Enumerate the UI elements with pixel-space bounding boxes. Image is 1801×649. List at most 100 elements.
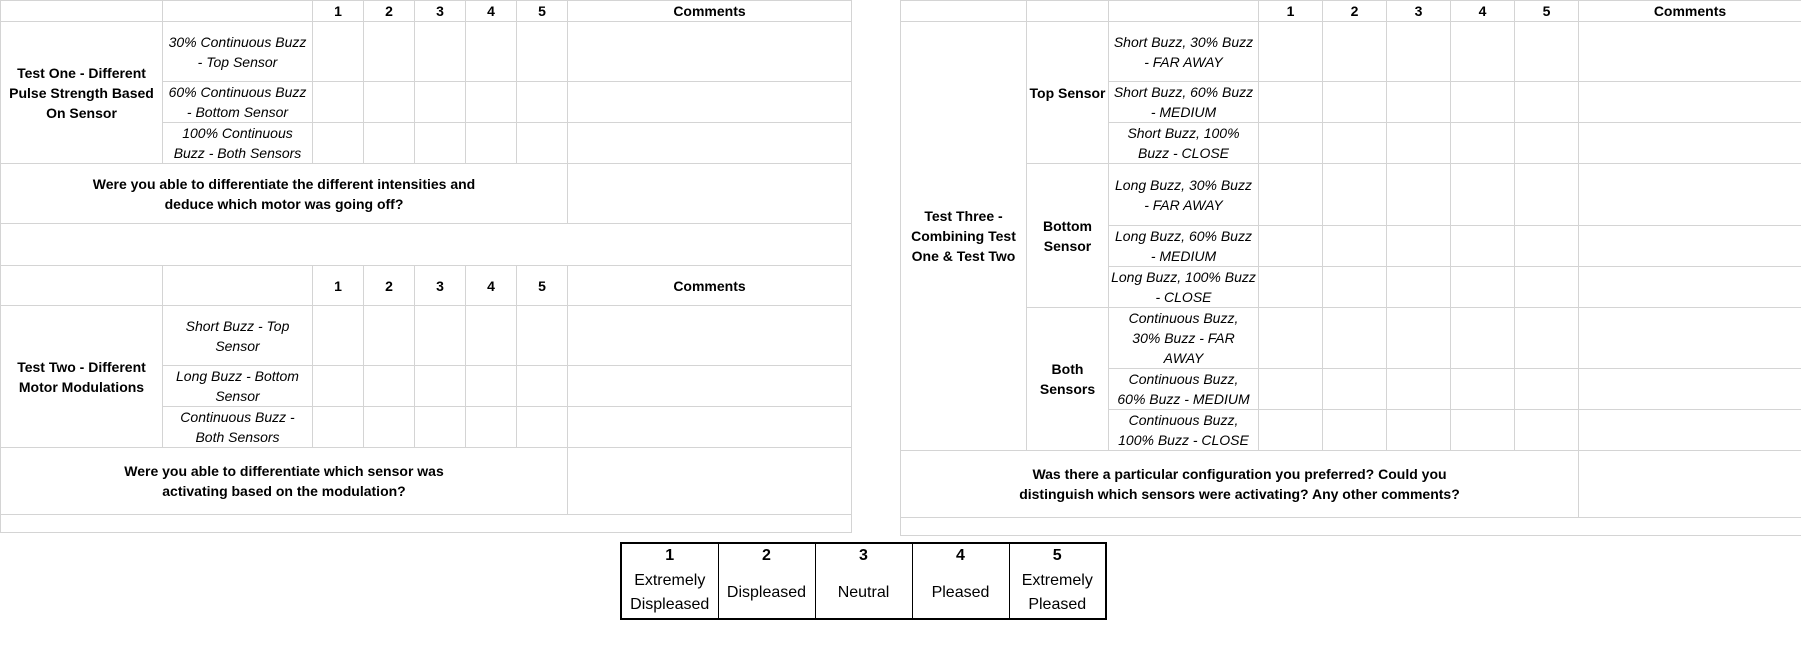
comment-cell[interactable] — [567, 305, 852, 366]
rating-cell[interactable] — [1322, 307, 1387, 369]
rating-cell[interactable] — [1386, 307, 1451, 369]
rating-col-5: 5 — [1514, 0, 1579, 22]
rating-cell[interactable] — [465, 305, 517, 366]
rating-cell[interactable] — [1514, 81, 1579, 123]
rating-cell[interactable] — [363, 81, 415, 123]
rating-cell[interactable] — [1386, 368, 1451, 410]
rating-cell[interactable] — [1386, 21, 1451, 82]
comment-cell[interactable] — [1578, 122, 1801, 164]
rating-cell[interactable] — [1514, 225, 1579, 267]
comment-cell[interactable] — [567, 122, 852, 164]
rating-cell[interactable] — [465, 21, 517, 82]
rating-cell[interactable] — [516, 365, 568, 407]
rating-cell[interactable] — [1258, 81, 1323, 123]
rating-cell[interactable] — [1450, 225, 1515, 267]
rating-cell[interactable] — [1258, 409, 1323, 451]
rating-cell[interactable] — [1386, 163, 1451, 226]
rating-cell[interactable] — [465, 81, 517, 123]
rating-cell[interactable] — [1386, 409, 1451, 451]
comment-cell[interactable] — [567, 365, 852, 407]
rating-cell[interactable] — [1450, 307, 1515, 369]
comment-cell[interactable] — [567, 81, 852, 123]
rating-cell[interactable] — [1322, 225, 1387, 267]
comment-cell[interactable] — [1578, 225, 1801, 267]
rating-cell[interactable] — [1258, 307, 1323, 369]
rating-cell[interactable] — [1514, 368, 1579, 410]
test3-title: Test Three - Combining Test One & Test T… — [900, 21, 1027, 451]
rating-cell[interactable] — [516, 305, 568, 366]
comment-cell[interactable] — [1578, 163, 1801, 226]
comment-cell[interactable] — [1578, 450, 1801, 518]
rating-cell[interactable] — [516, 81, 568, 123]
rating-cell[interactable] — [1258, 163, 1323, 226]
test3-row-label: Continuous Buzz, 60% Buzz - MEDIUM — [1108, 368, 1259, 410]
rating-cell[interactable] — [1450, 21, 1515, 82]
rating-cell[interactable] — [1450, 163, 1515, 226]
rating-cell[interactable] — [312, 122, 364, 164]
rating-cell[interactable] — [363, 305, 415, 366]
comment-cell[interactable] — [567, 447, 852, 515]
rating-cell[interactable] — [312, 365, 364, 407]
rating-cell[interactable] — [1450, 368, 1515, 410]
rating-cell[interactable] — [1322, 122, 1387, 164]
comment-cell[interactable] — [1578, 409, 1801, 451]
comment-cell[interactable] — [1578, 307, 1801, 369]
rating-cell[interactable] — [1322, 21, 1387, 82]
rating-cell[interactable] — [1386, 122, 1451, 164]
rating-cell[interactable] — [312, 305, 364, 366]
rating-cell[interactable] — [1258, 122, 1323, 164]
rating-cell[interactable] — [465, 406, 517, 448]
rating-cell[interactable] — [1386, 225, 1451, 267]
rating-cell[interactable] — [414, 21, 466, 82]
comment-cell[interactable] — [567, 163, 852, 224]
rating-cell[interactable] — [465, 365, 517, 407]
rating-cell[interactable] — [1514, 21, 1579, 82]
rating-cell[interactable] — [363, 406, 415, 448]
rating-cell[interactable] — [414, 365, 466, 407]
rating-cell[interactable] — [1322, 409, 1387, 451]
rating-cell[interactable] — [516, 406, 568, 448]
rating-cell[interactable] — [363, 365, 415, 407]
rating-cell[interactable] — [414, 122, 466, 164]
rating-cell[interactable] — [1322, 266, 1387, 308]
rating-cell[interactable] — [1322, 368, 1387, 410]
comment-cell[interactable] — [1578, 368, 1801, 410]
rating-cell[interactable] — [1450, 81, 1515, 123]
comment-cell[interactable] — [1578, 21, 1801, 82]
rating-cell[interactable] — [1258, 225, 1323, 267]
rating-cell[interactable] — [363, 21, 415, 82]
rating-cell[interactable] — [1386, 266, 1451, 308]
table-row: Test Two - Different Motor Modulations S… — [0, 305, 852, 448]
rating-cell[interactable] — [414, 305, 466, 366]
rating-cell[interactable] — [1386, 81, 1451, 123]
comment-cell[interactable] — [567, 406, 852, 448]
comment-cell[interactable] — [1578, 266, 1801, 308]
rating-cell[interactable] — [414, 81, 466, 123]
comment-cell[interactable] — [567, 21, 852, 82]
legend-text: Displeased — [717, 568, 816, 620]
rating-cell[interactable] — [312, 21, 364, 82]
rating-cell[interactable] — [1322, 163, 1387, 226]
rating-cell[interactable] — [1450, 266, 1515, 308]
rating-cell[interactable] — [1514, 122, 1579, 164]
rating-cell[interactable] — [1450, 409, 1515, 451]
rating-cell[interactable] — [1258, 266, 1323, 308]
test3-group-label: Top Sensor — [1026, 21, 1109, 164]
rating-cell[interactable] — [516, 122, 568, 164]
rating-cell[interactable] — [1322, 81, 1387, 123]
rating-cell[interactable] — [516, 21, 568, 82]
rating-cell[interactable] — [1258, 368, 1323, 410]
rating-cell[interactable] — [1514, 266, 1579, 308]
rating-cell[interactable] — [312, 406, 364, 448]
rating-cell[interactable] — [312, 81, 364, 123]
rating-cell[interactable] — [1514, 409, 1579, 451]
table-row: Continuous Buzz, 60% Buzz - MEDIUM — [901, 368, 1801, 410]
rating-cell[interactable] — [414, 406, 466, 448]
comment-cell[interactable] — [1578, 81, 1801, 123]
rating-cell[interactable] — [1514, 307, 1579, 369]
rating-cell[interactable] — [1258, 21, 1323, 82]
rating-cell[interactable] — [1514, 163, 1579, 226]
rating-cell[interactable] — [1450, 122, 1515, 164]
rating-cell[interactable] — [465, 122, 517, 164]
rating-cell[interactable] — [363, 122, 415, 164]
